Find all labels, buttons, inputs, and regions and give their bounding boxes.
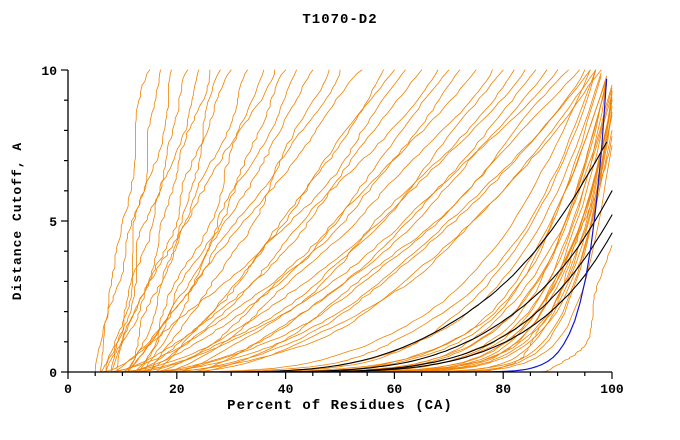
curve-other-models [116,69,297,373]
curve-other-models [143,69,439,373]
curve-other-models [127,69,558,373]
curve-other-models [165,81,607,373]
x-axis-label: Percent of Residues (CA) [227,398,453,414]
curve-other-models [198,69,569,373]
curve-other-models [149,69,597,373]
y-tick-label: 0 [49,366,57,381]
curve-other-models [170,69,591,373]
curve-other-models [116,69,211,373]
curve-other-models [127,69,248,373]
curve-other-models [187,69,537,373]
y-tick-label: 10 [41,64,57,79]
curve-other-models [116,69,526,373]
curve-other-models [122,69,330,373]
curve-other-models [160,84,607,373]
curve-other-models [122,69,597,373]
curve-other-models [105,69,597,373]
curve-other-models [111,69,189,373]
curve-other-models [530,244,613,373]
curve-other-models [105,69,477,373]
y-tick-label: 5 [49,215,57,230]
curve-other-models [143,69,314,373]
curve-other-models [143,69,548,373]
curve-other-models [100,69,200,373]
curve-other-models [127,78,607,373]
curve-other-models [105,69,172,373]
curve-other-models [154,69,461,373]
curve-other-models [154,69,384,373]
curve-other-models [100,69,161,373]
curve-other-models [470,135,613,373]
curve-reference-models [203,141,608,373]
curve-other-models [138,69,586,373]
curve-other-models [149,69,341,373]
curve-other-models [165,69,493,373]
curve-other-models [122,69,450,373]
curve-other-models [154,69,580,373]
x-tick-label: 60 [387,382,403,397]
x-tick-label: 0 [64,382,72,397]
curve-other-models [100,69,395,373]
curve-other-models [176,69,515,373]
x-tick-label: 40 [278,382,294,397]
curve-other-models [132,69,265,373]
curve-other-models [127,69,363,373]
curve-other-models [111,69,276,373]
curve-other-models [192,105,613,373]
curve-other-models [181,69,602,373]
chart-title: T1070-D2 [302,12,378,28]
x-tick-label: 20 [169,382,185,397]
curve-other-models [111,69,423,373]
x-tick-label: 100 [600,382,624,397]
curve-other-models [138,69,287,373]
curve-other-models [132,69,406,373]
curve-other-models [122,69,221,373]
curve-other-models [105,69,232,373]
x-tick-label: 80 [495,382,511,397]
curve-other-models [165,84,613,373]
